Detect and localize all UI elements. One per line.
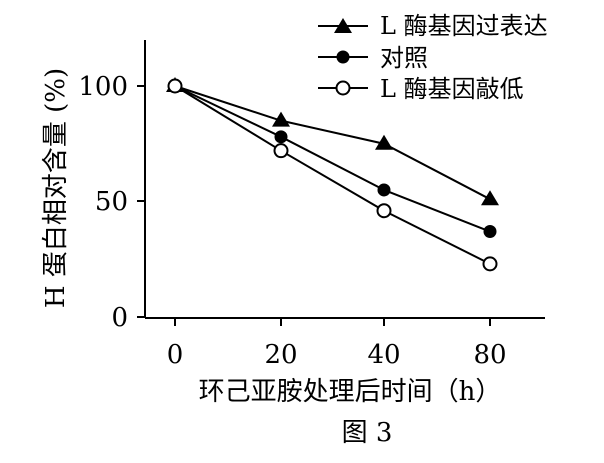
legend-label-control: 对照: [380, 44, 428, 72]
legend: L 酶基因过表达 对照 L 酶基因敲低: [318, 12, 548, 103]
data-point-knockdown-0: [167, 78, 183, 94]
y-axis-title: H 蛋白相对含量 (%): [41, 68, 71, 308]
legend-marker-triangle-icon: [334, 18, 352, 33]
data-point-control-40: [377, 183, 391, 197]
x-tick-label-0: 0: [167, 340, 184, 370]
x-tick-label-40: 40: [367, 340, 400, 370]
data-point-knockdown-80: [482, 256, 498, 272]
x-tick-label-20: 20: [264, 340, 297, 370]
series-line-overexpression: [174, 85, 491, 201]
data-point-knockdown-20: [273, 143, 289, 159]
legend-marker-filled-circle-icon: [336, 50, 350, 64]
legend-label-overexpression: L 酶基因过表达: [380, 12, 548, 40]
data-point-knockdown-40: [376, 203, 392, 219]
data-point-overexpression-80: [481, 190, 499, 206]
figure-caption: 图 3: [342, 418, 393, 448]
data-point-overexpression-20: [272, 111, 290, 127]
legend-label-knockdown: L 酶基因敲低: [380, 75, 524, 103]
legend-marker-open-circle-icon: [335, 80, 351, 96]
data-point-overexpression-40: [375, 134, 393, 150]
data-point-control-80: [483, 225, 497, 239]
y-tick-label-100: 100: [78, 72, 128, 102]
series-line-control: [174, 85, 491, 233]
x-axis-title: 环己亚胺处理后时间（h）: [199, 377, 502, 407]
x-tick-label-80: 80: [473, 340, 506, 370]
data-point-control-20: [274, 130, 288, 144]
series-layer: [166, 77, 499, 272]
series-line-knockdown: [174, 85, 491, 265]
y-tick-label-0: 0: [111, 303, 128, 333]
y-tick-label-50: 50: [95, 187, 128, 217]
